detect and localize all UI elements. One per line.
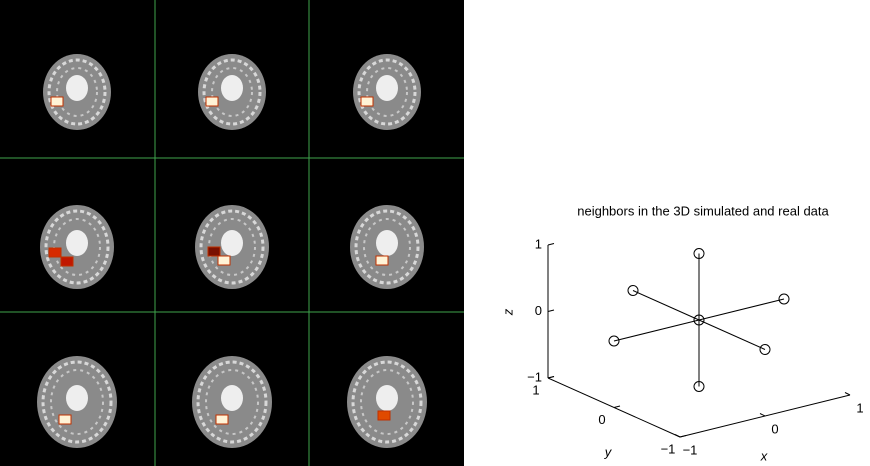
- brain-center: [376, 75, 398, 101]
- point: [693, 314, 705, 326]
- y-tick: [679, 435, 687, 438]
- brain-texture: [53, 218, 101, 276]
- brain-texture: [211, 67, 253, 117]
- point: [627, 285, 639, 296]
- point: [778, 293, 790, 305]
- x-tick: [844, 392, 851, 396]
- roi-box: [207, 246, 221, 257]
- brain-texture: [363, 218, 411, 276]
- brain-texture: [208, 218, 256, 276]
- brain-texture: [50, 369, 104, 435]
- brain-texture: [44, 209, 110, 285]
- z-tick-label: 0: [535, 303, 542, 318]
- brain-center: [66, 230, 88, 256]
- roi-box: [377, 410, 391, 421]
- roi-box: [375, 255, 389, 266]
- brain-texture: [366, 67, 408, 117]
- brain-texture: [357, 58, 417, 126]
- roi-box: [360, 96, 374, 107]
- brain-texture: [205, 369, 259, 435]
- connector: [632, 290, 700, 321]
- point: [693, 381, 705, 392]
- x-tick-label: 1: [856, 400, 863, 415]
- point: [608, 335, 620, 347]
- x-axis-label: x: [760, 448, 768, 463]
- brain-center: [221, 385, 243, 411]
- x-tick: [674, 434, 681, 438]
- brain-center: [221, 230, 243, 256]
- brain-center: [376, 230, 398, 256]
- brain-center: [66, 385, 88, 411]
- point: [759, 344, 771, 355]
- roi-box: [60, 256, 74, 267]
- brain-center: [221, 75, 243, 101]
- z-tick: [547, 309, 555, 312]
- y-tick: [547, 376, 555, 379]
- roi-box: [48, 247, 62, 258]
- roi-box: [215, 414, 229, 425]
- x-tick: [759, 413, 766, 417]
- chart-title: neighbors in the 3D simulated and real d…: [577, 203, 829, 218]
- brain-center: [376, 385, 398, 411]
- neighbor-plot: neighbors in the 3D simulated and real d…: [500, 203, 863, 463]
- roi-box: [205, 96, 219, 107]
- connector: [613, 319, 700, 342]
- roi-box: [217, 255, 231, 266]
- brain-texture: [351, 360, 423, 444]
- brain-slices: [37, 54, 427, 448]
- mri-panel: [0, 0, 464, 466]
- z-tick-label: −1: [527, 369, 542, 384]
- y-tick-label: 0: [598, 412, 605, 427]
- brain-texture: [199, 209, 265, 285]
- brain-texture: [354, 209, 420, 285]
- brain-texture: [202, 58, 262, 126]
- point: [693, 248, 705, 259]
- y-tick-label: −1: [661, 441, 676, 456]
- y-tick: [613, 405, 621, 408]
- z-axis-label: z: [500, 308, 515, 316]
- brain-texture: [196, 360, 268, 444]
- brain-texture: [56, 67, 98, 117]
- z-tick: [547, 243, 555, 246]
- brain-texture: [47, 58, 107, 126]
- brain-texture: [360, 369, 414, 435]
- brain-center: [66, 75, 88, 101]
- connector: [698, 298, 785, 321]
- y-tick-label: 1: [532, 382, 539, 397]
- roi-box: [58, 414, 72, 425]
- roi-box: [50, 96, 64, 107]
- x-tick-label: −1: [683, 442, 698, 457]
- brain-texture: [41, 360, 113, 444]
- z-tick-label: 1: [535, 236, 542, 251]
- y-axis-label: y: [604, 444, 613, 459]
- x-tick-label: 0: [771, 421, 778, 436]
- connector: [698, 319, 766, 350]
